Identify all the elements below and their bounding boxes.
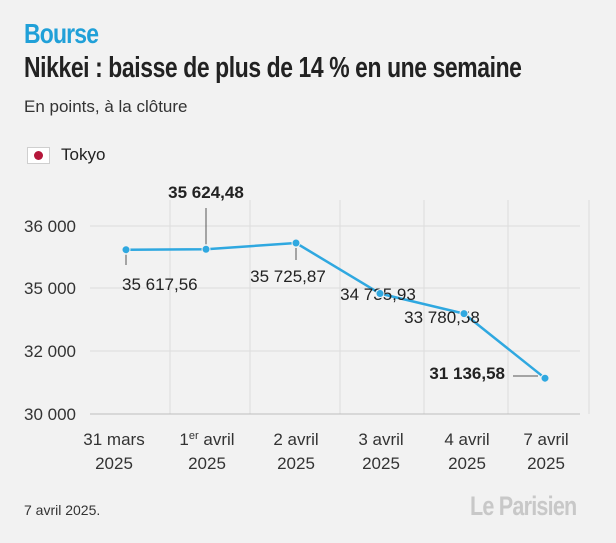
source-note: 7 avril 2025. bbox=[24, 502, 101, 518]
x-tick-label: 7 avril bbox=[523, 430, 568, 449]
data-label: 33 780,58 bbox=[404, 308, 480, 327]
y-tick-label: 36 000 bbox=[24, 217, 76, 236]
x-tick-label-year: 2025 bbox=[95, 454, 133, 473]
japan-flag-icon bbox=[27, 146, 50, 164]
y-tick-label: 30 000 bbox=[24, 405, 76, 424]
kicker: Bourse bbox=[24, 18, 99, 49]
data-label: 35 725,87 bbox=[250, 267, 326, 286]
le-parisien-logo: Le Parisien bbox=[470, 491, 577, 521]
x-tick-label-year: 2025 bbox=[188, 454, 226, 473]
legend: Tokyo bbox=[27, 144, 105, 166]
x-tick-label: 2 avril bbox=[273, 430, 318, 449]
chart-title: Nikkei : baisse de plus de 14 % en une s… bbox=[24, 52, 522, 84]
x-tick-label: 1er avril bbox=[179, 430, 234, 449]
data-point bbox=[201, 244, 211, 254]
x-tick-label-year: 2025 bbox=[448, 454, 486, 473]
data-point bbox=[291, 238, 301, 248]
data-point bbox=[459, 309, 469, 319]
x-tick-label-year: 2025 bbox=[527, 454, 565, 473]
y-tick-label: 35 000 bbox=[24, 279, 76, 298]
y-tick-label: 32 000 bbox=[24, 342, 76, 361]
x-tick-label: 4 avril bbox=[444, 430, 489, 449]
x-tick-label-year: 2025 bbox=[277, 454, 315, 473]
data-label: 35 624,48 bbox=[168, 183, 244, 202]
x-tick-label: 3 avril bbox=[358, 430, 403, 449]
series-line-tokyo bbox=[125, 241, 546, 380]
x-tick-label-year: 2025 bbox=[362, 454, 400, 473]
data-label: 35 617,56 bbox=[122, 275, 198, 294]
data-point bbox=[540, 373, 550, 383]
data-label: 31 136,58 bbox=[429, 364, 505, 383]
x-tick-label: 31 mars bbox=[83, 430, 144, 449]
chart-subtitle: En points, à la clôture bbox=[24, 97, 188, 116]
data-point bbox=[375, 289, 385, 299]
data-point bbox=[121, 245, 131, 255]
legend-label: Tokyo bbox=[61, 145, 106, 164]
